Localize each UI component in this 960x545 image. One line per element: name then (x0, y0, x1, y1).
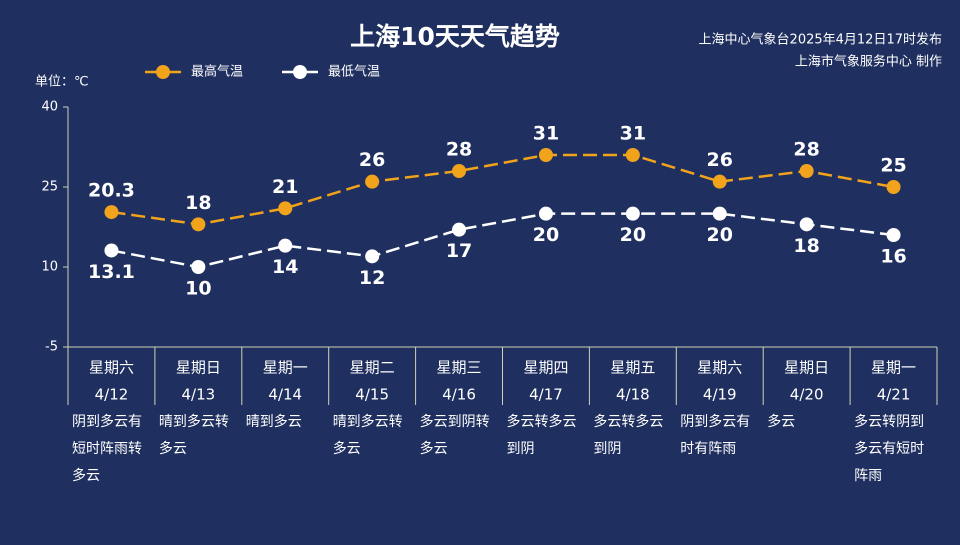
x-tick-label: 4/16 (442, 386, 476, 404)
chart-title: 上海10天天气趋势 (350, 22, 560, 51)
data-label: 17 (446, 240, 472, 262)
data-label: 12 (359, 267, 385, 289)
weekday-label: 星期二 (350, 359, 395, 377)
legend-label: 最高气温 (191, 64, 243, 80)
data-point (712, 174, 727, 189)
weekday-label: 星期五 (610, 359, 655, 377)
legend-label: 最低气温 (328, 64, 380, 80)
y-tick-label: 40 (41, 100, 58, 115)
data-point (712, 206, 727, 221)
data-point (799, 164, 814, 178)
x-tick-label: 4/14 (268, 386, 302, 404)
data-point (538, 206, 553, 221)
data-label: 18 (793, 235, 819, 257)
x-tick-label: 4/19 (703, 386, 737, 404)
weekday-label: 星期三 (437, 359, 482, 377)
weather-desc: 多云转多云到阴 (593, 414, 664, 457)
data-point (104, 205, 119, 220)
data-label: 20 (533, 224, 559, 246)
weekday-label: 星期六 (697, 359, 742, 377)
data-point (191, 217, 206, 232)
series-line (111, 212, 894, 269)
data-label: 21 (272, 176, 298, 198)
source: 上海中心气象台2025年4月12日17时发布 (699, 32, 942, 48)
x-tick-label: 4/13 (182, 386, 216, 404)
data-label: 26 (359, 149, 385, 171)
y-tick-label: -5 (45, 340, 58, 355)
weather-desc: 多云转多云到阴 (506, 414, 577, 457)
data-point (625, 148, 640, 162)
x-tick-label: 4/17 (529, 386, 563, 404)
weekday-label: 星期一 (871, 359, 916, 377)
data-point (538, 148, 553, 162)
data-label: 20.3 (88, 180, 135, 202)
weather-desc: 晴到多云转多云 (332, 414, 403, 457)
data-point (886, 228, 901, 242)
data-point (452, 164, 467, 178)
data-point (365, 174, 380, 189)
weekday-label: 星期日 (176, 359, 221, 377)
data-label: 20 (620, 224, 646, 246)
x-tick-label: 4/20 (790, 386, 824, 404)
x-tick-label: 4/18 (616, 386, 650, 404)
weather-desc: 阴到多云有短时阵雨转多云 (72, 414, 142, 484)
x-tick-label: 4/15 (355, 386, 389, 404)
data-point (625, 206, 640, 221)
weekday-label: 星期一 (263, 359, 308, 377)
weather-desc: 晴到多云 (245, 414, 302, 430)
data-label: 14 (272, 256, 298, 278)
data-point (452, 222, 467, 237)
data-label: 28 (446, 139, 472, 161)
series-line (111, 153, 894, 226)
data-label: 25 (880, 155, 906, 177)
data-point (886, 180, 901, 194)
data-point (799, 217, 814, 232)
data-label: 10 (185, 278, 211, 300)
x-tick-label: 4/21 (877, 386, 911, 404)
data-label: 13.1 (88, 261, 135, 283)
data-point (104, 243, 119, 258)
data-label: 18 (185, 192, 211, 214)
y-tick-label: 10 (41, 260, 58, 275)
data-point (191, 260, 206, 274)
weather-desc: 晴到多云转多云 (158, 414, 229, 457)
legend-marker (156, 65, 170, 79)
producer: 上海市气象服务中心 制作 (795, 54, 942, 70)
data-label: 28 (793, 139, 819, 161)
weekday-label: 星期日 (784, 359, 829, 377)
data-label: 31 (620, 123, 646, 145)
x-tick-label: 4/12 (95, 386, 129, 404)
data-point (278, 238, 293, 253)
weather-desc: 多云 (767, 414, 796, 430)
data-label: 26 (707, 149, 733, 171)
legend-marker (293, 65, 307, 79)
weather-desc: 多云转阴到多云有短时阵雨 (854, 414, 925, 484)
data-label: 16 (880, 246, 906, 268)
data-label: 31 (533, 123, 559, 145)
unit-label: 单位：℃ (35, 75, 89, 90)
data-point (278, 201, 293, 216)
weather-desc: 多云到阴转多云 (419, 414, 490, 457)
y-tick-label: 25 (41, 180, 58, 195)
weather-desc: 阴到多云有时有阵雨 (680, 414, 751, 457)
weekday-label: 星期四 (523, 359, 568, 377)
data-point (365, 249, 380, 264)
data-label: 20 (707, 224, 733, 246)
weekday-label: 星期六 (89, 359, 134, 377)
